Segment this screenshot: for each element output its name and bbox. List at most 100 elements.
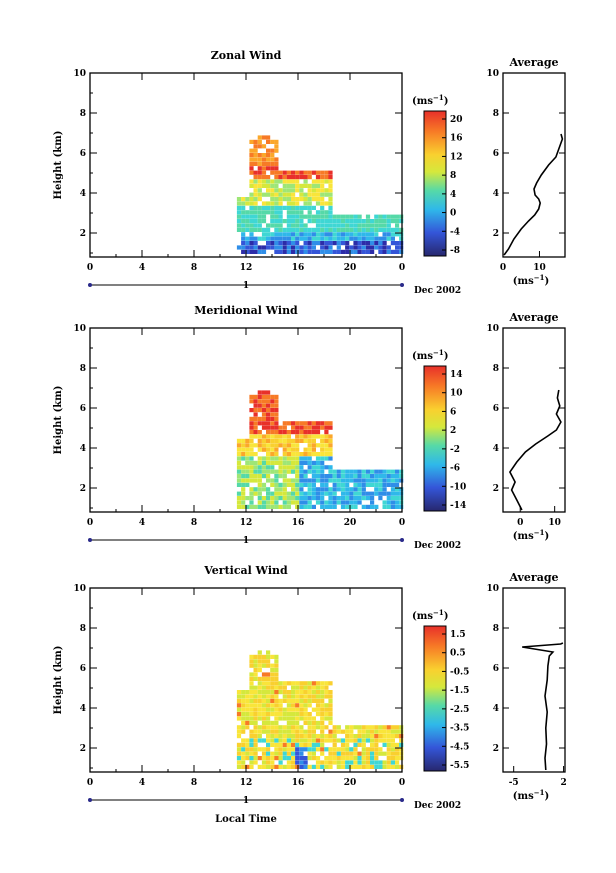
data-cell: [249, 192, 254, 197]
data-cell: [390, 227, 395, 232]
data-cell: [278, 170, 283, 175]
data-cell: [307, 698, 312, 703]
data-cell: [274, 703, 279, 708]
data-cell: [286, 179, 291, 184]
data-cell: [282, 236, 287, 241]
data-cell: [324, 430, 329, 435]
data-cell: [245, 197, 250, 202]
data-cell: [315, 725, 321, 730]
data-cell: [320, 192, 325, 197]
data-cell: [236, 456, 242, 461]
data-cell: [378, 487, 383, 492]
data-cell: [315, 734, 321, 739]
data-cell: [295, 712, 300, 717]
data-cell: [303, 197, 308, 202]
data-cell: [320, 188, 325, 193]
data-cell: [311, 425, 316, 430]
data-cell: [307, 690, 312, 695]
data-cell: [370, 474, 375, 479]
data-cell: [278, 716, 283, 721]
data-cell: [261, 399, 267, 404]
data-cell: [395, 223, 400, 228]
data-cell: [328, 751, 333, 756]
data-cell: [340, 751, 346, 756]
data-cell: [382, 219, 387, 224]
data-cell: [328, 487, 333, 492]
data-cell: [236, 694, 242, 699]
data-cell: [245, 764, 250, 769]
data-cell: [303, 698, 308, 703]
data-cell: [324, 487, 329, 492]
data-cell: [361, 491, 366, 496]
data-cell: [303, 496, 308, 501]
data-cell: [353, 236, 358, 241]
data-cell: [282, 734, 287, 739]
data-cell: [299, 725, 304, 730]
data-cell: [324, 249, 329, 254]
data-cell: [332, 478, 337, 483]
data-cell: [353, 232, 358, 237]
data-cell: [303, 504, 308, 509]
data-cell: [257, 659, 262, 664]
data-cell: [390, 232, 395, 237]
average-y-tick-label: 4: [493, 189, 499, 199]
data-cell: [253, 399, 258, 404]
data-cell: [382, 245, 387, 250]
data-cell: [241, 500, 246, 505]
data-cell: [395, 487, 400, 492]
data-cell: [345, 500, 350, 505]
data-cell: [266, 672, 271, 677]
colorbar-tick-label: 4: [450, 190, 456, 200]
x-tick-label: 20: [344, 518, 357, 528]
data-cell: [299, 227, 304, 232]
data-cell: [274, 504, 279, 509]
data-cell: [370, 738, 375, 743]
data-cell: [274, 412, 279, 417]
data-cell: [257, 179, 262, 184]
data-cell: [236, 465, 242, 470]
data-cell: [378, 223, 383, 228]
data-cell: [307, 478, 312, 483]
data-cell: [365, 241, 371, 246]
data-cell: [340, 500, 346, 505]
data-cell: [395, 496, 400, 501]
data-cell: [282, 245, 287, 250]
data-cell: [370, 227, 375, 232]
data-cell: [274, 438, 279, 443]
data-cell: [320, 241, 325, 246]
data-cell: [324, 474, 329, 479]
average-y-tick-label: 4: [493, 444, 499, 454]
data-cell: [261, 249, 267, 254]
data-cell: [270, 694, 275, 699]
data-cell: [257, 703, 262, 708]
y-tick-label: 4: [80, 444, 86, 454]
data-cell: [315, 707, 321, 712]
data-cell: [353, 760, 358, 765]
data-cell: [365, 760, 371, 765]
data-cell: [270, 232, 275, 237]
data-cell: [320, 179, 325, 184]
data-cell: [349, 469, 354, 474]
data-cell: [395, 760, 400, 765]
data-cell: [307, 751, 312, 756]
data-cell: [270, 676, 275, 681]
data-cell: [349, 760, 354, 765]
data-cell: [249, 201, 254, 206]
data-cell: [332, 729, 337, 734]
data-cell: [249, 179, 254, 184]
data-cell: [274, 210, 279, 215]
data-cell: [261, 716, 267, 721]
data-cell: [315, 421, 321, 426]
data-cell: [286, 443, 291, 448]
data-cell: [270, 756, 275, 761]
data-cell: [303, 452, 308, 457]
data-cell: [253, 672, 258, 677]
data-cell: [241, 703, 246, 708]
average-title: Average: [508, 571, 558, 584]
data-cell: [340, 764, 346, 769]
data-cell: [311, 219, 316, 224]
data-cell: [278, 430, 283, 435]
data-cell: [307, 425, 312, 430]
data-cell: [257, 170, 262, 175]
data-cell: [395, 482, 400, 487]
